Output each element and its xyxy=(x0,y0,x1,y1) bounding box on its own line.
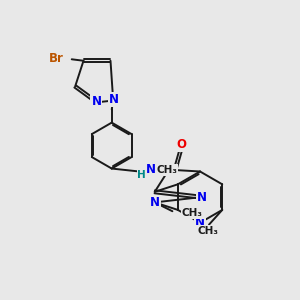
Text: CH₃: CH₃ xyxy=(182,208,203,218)
Text: N: N xyxy=(150,196,160,209)
Text: N: N xyxy=(196,190,206,204)
Text: N: N xyxy=(92,95,101,108)
Text: CH₃: CH₃ xyxy=(156,165,177,175)
Text: O: O xyxy=(176,138,187,151)
Text: N: N xyxy=(109,93,119,106)
Text: Br: Br xyxy=(49,52,64,65)
Text: H: H xyxy=(137,170,146,180)
Text: N: N xyxy=(195,216,205,229)
Text: CH₃: CH₃ xyxy=(197,226,218,236)
Text: N: N xyxy=(146,163,156,176)
